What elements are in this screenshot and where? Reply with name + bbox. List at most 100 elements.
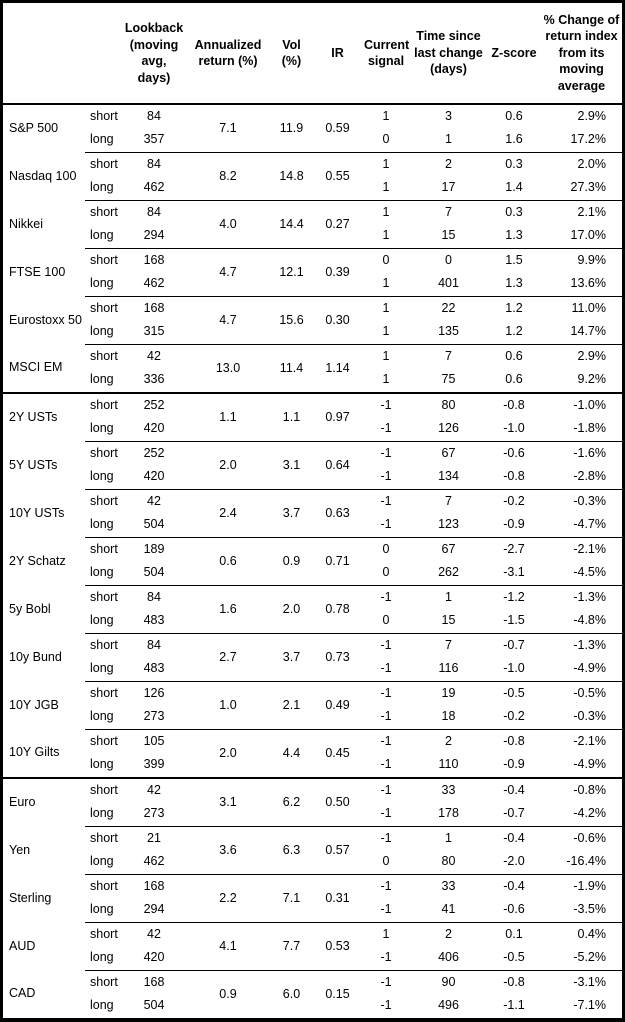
pct-change-value: 9.2% [577,372,607,387]
time-since-value: 7 [410,489,487,514]
pct-change-value: -4.8% [573,613,606,628]
table-row: FTSE 100 short 168 4.7 12.1 0.39 0 0 1.5 9.9% [3,248,622,297]
signal-value: -1 [380,806,392,821]
signal-value: 0 [382,565,390,580]
signal-value: 0 [382,854,390,869]
pct-change-value: -3.1% [541,970,622,995]
lookback-value: 420 [143,950,165,965]
asset-name: 2Y Schatz [9,553,66,568]
signal-value: -1 [362,826,410,851]
signal-value: -1 [380,661,392,676]
table-row: long 294 -1 41 -0.6 -3.5% [3,899,622,923]
signal-value: 1 [382,276,390,291]
signal-value: -1 [380,757,392,772]
lookback-value: 483 [143,661,165,676]
z-score-value: 1.3 [505,276,523,291]
asset-name: Eurostoxx 50 [9,312,82,327]
ir-value: 0.45 [313,729,362,778]
ir-value: 0.78 [313,585,362,634]
pct-change-value: -4.5% [573,565,606,580]
signal-value: -1 [362,777,410,803]
asset-name: Sterling [9,890,52,905]
time-since-value: 75 [441,372,456,387]
signal-value: -1 [380,902,392,917]
table-row: long 294 1 15 1.3 17.0% [3,225,622,249]
table-row: Nikkei short 84 4.0 14.4 0.27 1 7 0.3 2.1% [3,200,622,249]
z-score-value: -2.0 [503,854,525,869]
table-row: Euro short 42 3.1 6.2 0.50 -1 33 -0.4 -0.8% [3,777,622,827]
col-header-leg [85,3,122,105]
z-score-value: -0.8 [487,729,541,754]
annualized-return-value: 13.0 [186,344,270,393]
table-row: long 273 -1 178 -0.7 -4.2% [3,803,622,827]
ir-value: 1.14 [313,344,362,393]
vol-value: 6.0 [270,970,313,1018]
pct-change-value: -2.8% [573,469,606,484]
lookback-value: 252 [122,392,186,418]
table-row: long 504 -1 123 -0.9 -4.7% [3,514,622,538]
lookback-value: 252 [122,441,186,466]
table-row: 2Y USTs short 252 1.1 1.1 0.97 -1 80 -0.8 -1.0% [3,392,622,442]
lookback-value: 420 [143,421,165,436]
signal-value: -1 [362,970,410,995]
signal-value: -1 [380,998,392,1013]
vol-value: 3.1 [270,441,313,490]
leg-label: short [85,152,122,177]
time-since-value: 178 [438,806,459,821]
ir-value: 0.73 [313,633,362,682]
z-score-value: -0.4 [487,874,541,899]
signal-value: 0 [362,248,410,273]
pct-change-value: -1.6% [541,441,622,466]
table-row: long 315 1 135 1.2 14.7% [3,321,622,345]
lookback-value: 273 [143,806,165,821]
vol-value: 3.7 [270,489,313,538]
header-row: Lookback (moving avg, days) Annualized r… [3,3,622,105]
time-since-value: 0 [410,248,487,273]
lookback-value: 336 [143,372,165,387]
leg-label: short [85,729,122,754]
asset-name: Nikkei [9,216,44,231]
pct-change-value: -2.1% [541,729,622,754]
col-header-ir: IR [313,3,362,105]
signal-value: -1 [380,709,392,724]
table-row: Nasdaq 100 short 84 8.2 14.8 0.55 1 2 0.3 2.0% [3,152,622,201]
lookback-value: 126 [122,681,186,706]
z-score-value: -0.8 [503,469,525,484]
z-score-value: -0.5 [487,681,541,706]
table-row: 10Y USTs short 42 2.4 3.7 0.63 -1 7 -0.2 -0.3% [3,489,622,538]
table-row: Yen short 21 3.6 6.3 0.57 -1 1 -0.4 -0.6% [3,826,622,875]
annualized-return-value: 3.6 [186,826,270,875]
time-since-value: 262 [438,565,459,580]
annualized-return-value: 2.0 [186,441,270,490]
time-since-value: 406 [438,950,459,965]
lookback-value: 399 [143,757,165,772]
annualized-return-value: 4.7 [186,296,270,345]
vol-value: 6.2 [270,777,313,827]
table-row: long 462 0 80 -2.0 -16.4% [3,851,622,875]
signal-value: 0 [362,537,410,562]
leg-label: short [85,681,122,706]
leg-label: long [90,517,114,532]
pct-change-value: 14.7% [570,324,606,339]
table-body: S&P 500 short 84 7.1 11.9 0.59 1 3 0.6 2.9% long 35… [3,104,622,1018]
leg-label: short [85,922,122,947]
lookback-value: 168 [122,874,186,899]
z-score-value: -0.6 [487,441,541,466]
vol-value: 15.6 [270,296,313,345]
vol-value: 2.0 [270,585,313,634]
pct-change-value: -0.3% [541,489,622,514]
pct-change-value: -7.1% [573,998,606,1013]
leg-label: short [85,777,122,803]
lookback-value: 462 [143,180,165,195]
signal-value: 0 [382,132,390,147]
annualized-return-value: 2.7 [186,633,270,682]
time-since-value: 123 [438,517,459,532]
time-since-value: 7 [410,200,487,225]
pct-change-value: -0.8% [541,777,622,803]
time-since-value: 15 [441,228,456,243]
pct-change-value: -5.2% [573,950,606,965]
table-row: long 420 -1 126 -1.0 -1.8% [3,418,622,442]
time-since-value: 1 [410,585,487,610]
ir-value: 0.39 [313,248,362,297]
